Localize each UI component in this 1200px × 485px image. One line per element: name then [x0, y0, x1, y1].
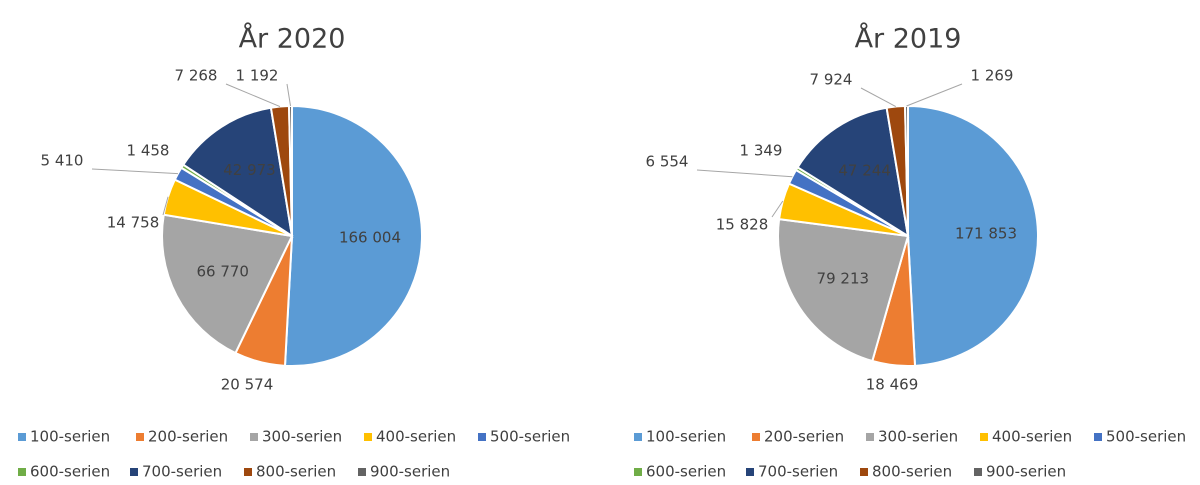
legend-swatch — [746, 468, 754, 476]
pie-slice — [181, 106, 294, 239]
data-label: 47 244 — [838, 162, 891, 180]
leader-line — [696, 169, 793, 178]
data-label: 79 213 — [817, 269, 870, 287]
data-label: 66 770 — [196, 262, 249, 280]
pie-slice — [796, 106, 910, 239]
legend-swatch — [974, 468, 982, 476]
data-label: 20 574 — [221, 376, 274, 394]
legend-label: 800-serien — [256, 463, 336, 481]
legend-label: 400-serien — [992, 428, 1072, 446]
legend-swatch — [752, 433, 760, 441]
data-label: 1 458 — [127, 142, 170, 160]
legend-label: 300-serien — [262, 428, 342, 446]
legend-swatch — [860, 468, 868, 476]
legend-label: 700-serien — [142, 463, 222, 481]
legend-label: 400-serien — [376, 428, 456, 446]
legend-label: 300-serien — [878, 428, 958, 446]
leader-line — [91, 168, 178, 175]
data-label: 1 349 — [740, 142, 783, 160]
legend-label: 600-serien — [30, 463, 110, 481]
leader-line — [225, 83, 281, 108]
leader-line — [906, 83, 963, 107]
leader-line — [286, 83, 292, 107]
legend-swatch — [634, 433, 642, 441]
pie-slice — [161, 213, 294, 355]
legend-swatch — [980, 433, 988, 441]
data-label: 5 410 — [41, 152, 84, 170]
data-label: 7 268 — [175, 67, 218, 85]
legend-label: 700-serien — [758, 463, 838, 481]
legend-label: 100-serien — [30, 428, 110, 446]
legend-swatch — [1094, 433, 1102, 441]
data-label: 1 192 — [236, 67, 279, 85]
legend-label: 600-serien — [646, 463, 726, 481]
data-label: 1 269 — [971, 67, 1014, 85]
legend-swatch — [634, 468, 642, 476]
legend-swatch — [244, 468, 252, 476]
legend-swatch — [358, 468, 366, 476]
legend-swatch — [136, 433, 144, 441]
data-label: 7 924 — [810, 71, 853, 89]
leader-line — [162, 196, 169, 216]
data-label: 171 853 — [955, 224, 1017, 242]
legend-swatch — [130, 468, 138, 476]
data-label: 18 469 — [866, 376, 919, 394]
data-label: 14 758 — [107, 214, 160, 232]
legend-label: 500-serien — [1106, 428, 1186, 446]
pie-slice — [904, 104, 909, 237]
legend-label: 200-serien — [764, 428, 844, 446]
legend-swatch — [18, 433, 26, 441]
chart-title: År 2019 — [855, 23, 962, 55]
chart-title: År 2020 — [239, 23, 346, 55]
legend-label: 900-serien — [370, 463, 450, 481]
pie-slice — [777, 217, 910, 363]
legend-label: 800-serien — [872, 463, 952, 481]
legend-swatch — [478, 433, 486, 441]
legend-label: 200-serien — [148, 428, 228, 446]
leader-line — [860, 87, 897, 108]
legend-label: 100-serien — [646, 428, 726, 446]
data-label: 15 828 — [716, 216, 769, 234]
data-label: 6 554 — [646, 153, 689, 171]
legend-swatch — [250, 433, 258, 441]
legend-label: 900-serien — [986, 463, 1066, 481]
legend-label: 500-serien — [490, 428, 570, 446]
pie-slice — [907, 104, 1039, 367]
leader-line — [771, 200, 784, 218]
legend-swatch — [364, 433, 372, 441]
legend-swatch — [866, 433, 874, 441]
data-label: 166 004 — [339, 229, 401, 247]
pie-slice — [283, 104, 423, 367]
legend-swatch — [18, 468, 26, 476]
data-label: 42 973 — [223, 161, 276, 179]
